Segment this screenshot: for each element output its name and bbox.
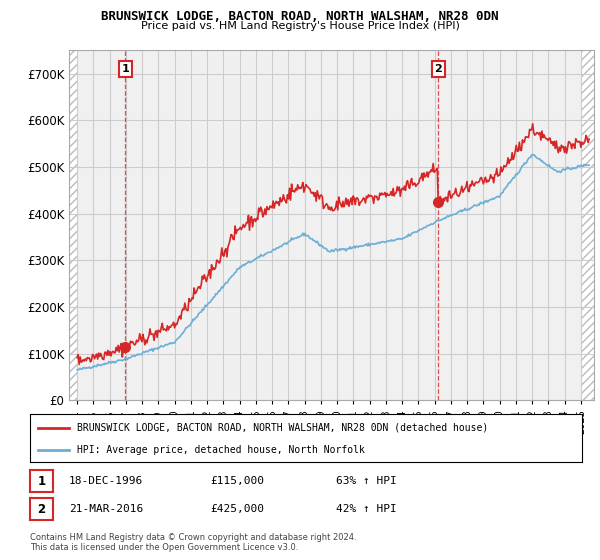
Text: 2: 2	[37, 502, 46, 516]
Text: 1: 1	[121, 64, 129, 74]
Text: This data is licensed under the Open Government Licence v3.0.: This data is licensed under the Open Gov…	[30, 543, 298, 552]
Text: Price paid vs. HM Land Registry's House Price Index (HPI): Price paid vs. HM Land Registry's House …	[140, 21, 460, 31]
Text: Contains HM Land Registry data © Crown copyright and database right 2024.: Contains HM Land Registry data © Crown c…	[30, 533, 356, 542]
Text: BRUNSWICK LODGE, BACTON ROAD, NORTH WALSHAM, NR28 0DN: BRUNSWICK LODGE, BACTON ROAD, NORTH WALS…	[101, 10, 499, 23]
Text: BRUNSWICK LODGE, BACTON ROAD, NORTH WALSHAM, NR28 0DN (detached house): BRUNSWICK LODGE, BACTON ROAD, NORTH WALS…	[77, 423, 488, 433]
Text: 1: 1	[37, 474, 46, 488]
Text: £115,000: £115,000	[210, 476, 264, 486]
Text: 2: 2	[434, 64, 442, 74]
Text: 42% ↑ HPI: 42% ↑ HPI	[336, 504, 397, 514]
Text: 18-DEC-1996: 18-DEC-1996	[69, 476, 143, 486]
Text: 21-MAR-2016: 21-MAR-2016	[69, 504, 143, 514]
Text: £425,000: £425,000	[210, 504, 264, 514]
Text: 63% ↑ HPI: 63% ↑ HPI	[336, 476, 397, 486]
Text: HPI: Average price, detached house, North Norfolk: HPI: Average price, detached house, Nort…	[77, 445, 365, 455]
